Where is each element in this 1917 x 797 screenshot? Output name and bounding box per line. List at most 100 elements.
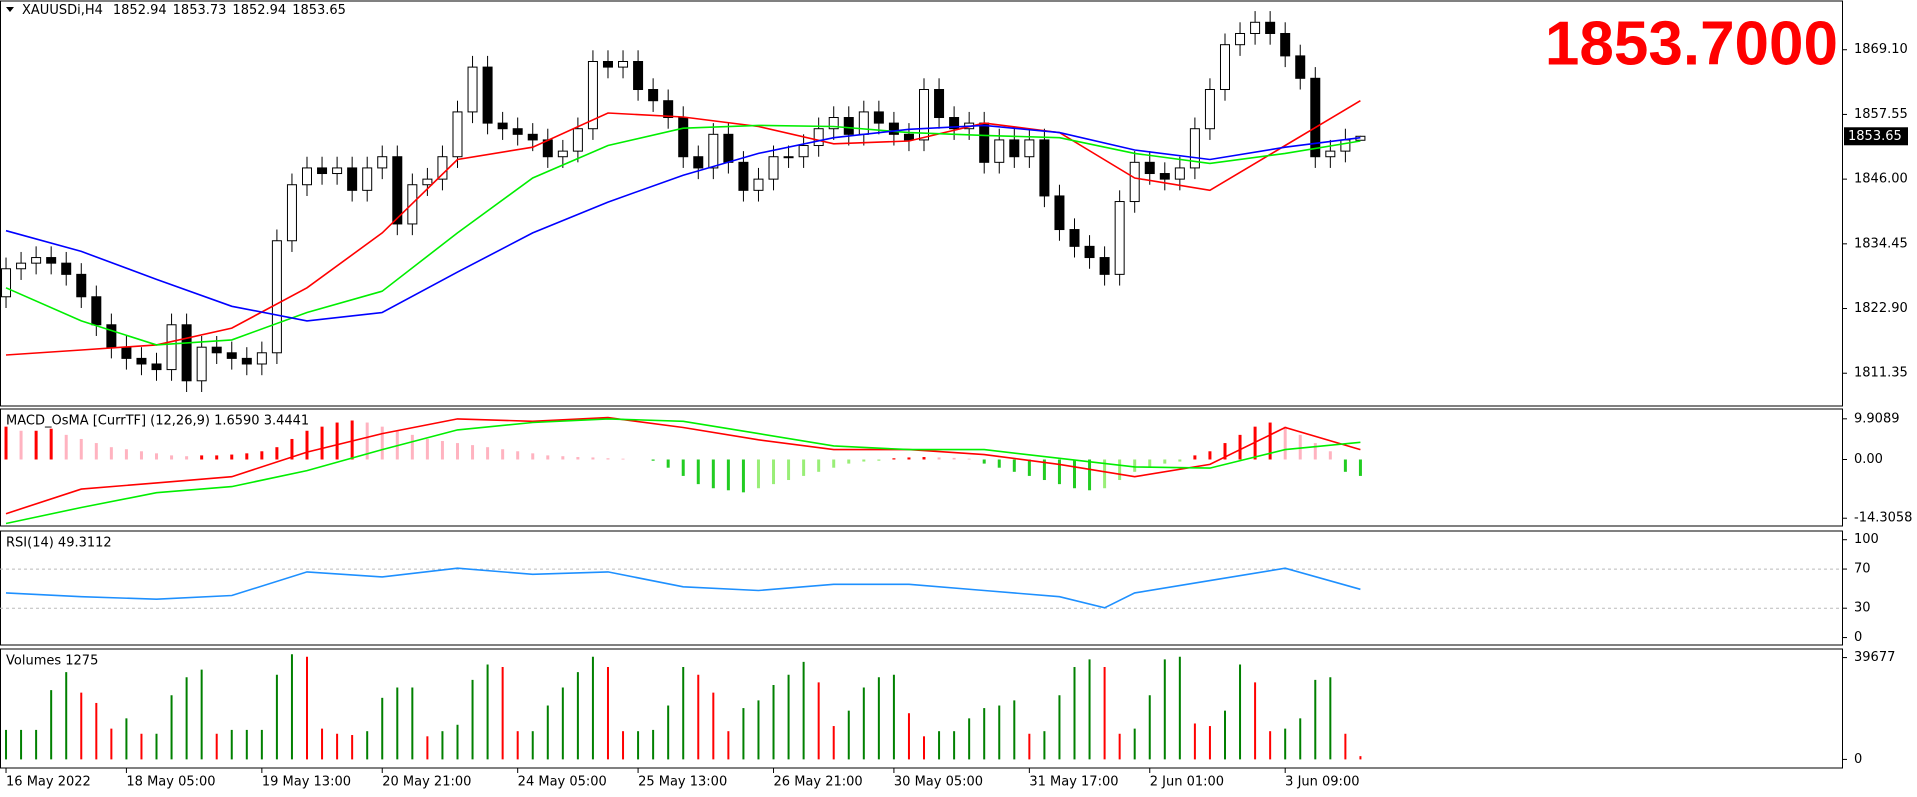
candle-body (1250, 21, 1261, 34)
candle-body (1009, 139, 1020, 158)
candle-body (587, 60, 598, 130)
panel-frame (0, 648, 1843, 769)
candle-body (16, 262, 27, 270)
y-tick-label: -14.3058 (1854, 511, 1912, 526)
panel-title: Volumes 1275 (6, 654, 98, 669)
candle-body (317, 167, 328, 175)
candle-body (497, 122, 508, 130)
candle-body (1295, 55, 1306, 79)
candle-body (286, 184, 297, 242)
candle-body (828, 117, 839, 130)
price-display: 1853.7000 (1545, 9, 1838, 78)
candle-body (648, 89, 659, 102)
x-tick-label: 31 May 17:00 (1029, 775, 1118, 790)
candle-body (1054, 195, 1065, 231)
y-tick-label: 0 (1854, 630, 1862, 645)
y-tick-label: 9.9089 (1854, 411, 1900, 426)
candle-body (919, 89, 930, 141)
candle-body (723, 133, 734, 163)
candle-body (1159, 173, 1170, 180)
candle-body (1235, 32, 1246, 46)
candle-body (708, 133, 719, 169)
candle-body (302, 167, 312, 186)
y-tick-label: 0.00 (1854, 452, 1883, 467)
ohlc-high: 1853.73 (173, 3, 227, 18)
candle-body (362, 167, 373, 191)
candle-body (482, 66, 493, 124)
indicator-line (5, 100, 1361, 356)
candle-body (768, 156, 779, 180)
candle-body (1129, 161, 1140, 203)
candle-body (106, 324, 117, 348)
candle-body (392, 156, 403, 225)
y-tick-label: 1811.35 (1854, 366, 1908, 381)
y-tick-label: 1846.00 (1854, 172, 1908, 187)
candle-body (1084, 245, 1095, 259)
candle-body (873, 111, 884, 124)
candle-body (1099, 257, 1110, 275)
indicator-line (5, 124, 1361, 346)
candle-body (1114, 201, 1125, 275)
x-tick-label: 19 May 13:00 (262, 775, 351, 790)
candle-body (1340, 139, 1351, 152)
menu-triangle[interactable] (6, 7, 14, 12)
candle-body (1310, 77, 1321, 158)
y-tick-label: 39677 (1854, 650, 1895, 665)
candle-body (377, 156, 388, 169)
candle-body (452, 111, 463, 158)
candle-body (1024, 139, 1035, 158)
candle-body (888, 122, 899, 135)
candle-body (437, 156, 448, 180)
candle-body (181, 324, 192, 382)
candle-body (994, 139, 1005, 163)
x-tick-label: 16 May 2022 (6, 775, 91, 790)
candle-body (241, 357, 252, 365)
candle-body (783, 156, 794, 159)
indicator-line (5, 124, 1361, 322)
x-tick-label: 25 May 13:00 (638, 775, 727, 790)
candle-body (572, 128, 583, 152)
candle-body (934, 89, 945, 119)
y-tick-label: 30 (1854, 601, 1871, 616)
candle-body (678, 117, 689, 158)
price-tag-label: 1853.65 (1848, 129, 1902, 144)
candle-body (271, 240, 282, 354)
panel-frame (0, 408, 1843, 527)
candle-body (557, 150, 568, 158)
candle-body (858, 111, 869, 135)
candle-body (1265, 21, 1276, 34)
x-tick-label: 30 May 05:00 (894, 775, 983, 790)
candle-body (1189, 128, 1200, 169)
candle-body (91, 296, 102, 326)
indicator-line (5, 418, 1361, 525)
candle-body (979, 122, 990, 163)
candle-body (347, 167, 358, 191)
candle-body (46, 257, 57, 264)
x-tick-label: 20 May 21:00 (382, 775, 471, 790)
candle-body (527, 133, 538, 141)
x-tick-label: 26 May 21:00 (774, 775, 863, 790)
candle-body (166, 324, 177, 371)
candle-body (1039, 139, 1050, 197)
panel-frame (0, 0, 1843, 407)
candle-body (1325, 150, 1336, 158)
candle-body (1280, 32, 1291, 57)
x-tick-label: 24 May 05:00 (518, 775, 607, 790)
indicator-line (5, 416, 1361, 515)
x-tick-label: 3 Jun 09:00 (1285, 775, 1359, 790)
candle-body (211, 346, 222, 354)
candle-body (31, 257, 42, 264)
candle-body (467, 66, 478, 113)
y-tick-label: 0 (1854, 752, 1862, 767)
candle-body (226, 352, 237, 359)
y-tick-label: 1834.45 (1854, 236, 1908, 251)
candle-body (618, 60, 629, 68)
candle-body (843, 117, 854, 135)
candle-body (121, 346, 132, 359)
x-tick-label: 18 May 05:00 (126, 775, 215, 790)
candle-body (422, 178, 433, 186)
candle-body (1, 268, 12, 298)
candle-body (813, 128, 824, 147)
candle-body (256, 352, 267, 365)
